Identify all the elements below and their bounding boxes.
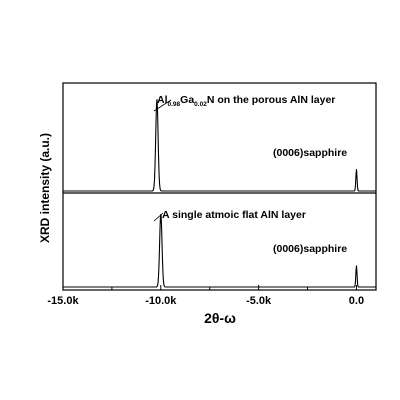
annotation-sapphire-top: (0006)sapphire [273,147,347,159]
y-axis-title: XRD intensity (a.u.) [38,133,52,243]
annotation-sapphire-bottom: (0006)sapphire [273,243,347,255]
annotation-aln-layer: A single atmoic flat AlN layer [162,209,306,221]
x-tick-label: -10.0k [145,295,177,307]
annotation-algan-layer: Al0.98Ga0.02N on the porous AlN layer [157,94,335,108]
x-axis-ticks: -15.0k -10.0k -5.0k 0.0 [47,285,364,307]
x-axis-title: 2θ-ω [204,310,236,326]
trace-top-panel [63,99,376,191]
x-tick-label: -15.0k [47,295,79,307]
x-tick-label: 0.0 [349,295,364,307]
x-tick-label: -5.0k [246,295,272,307]
plot-frame [63,83,376,290]
